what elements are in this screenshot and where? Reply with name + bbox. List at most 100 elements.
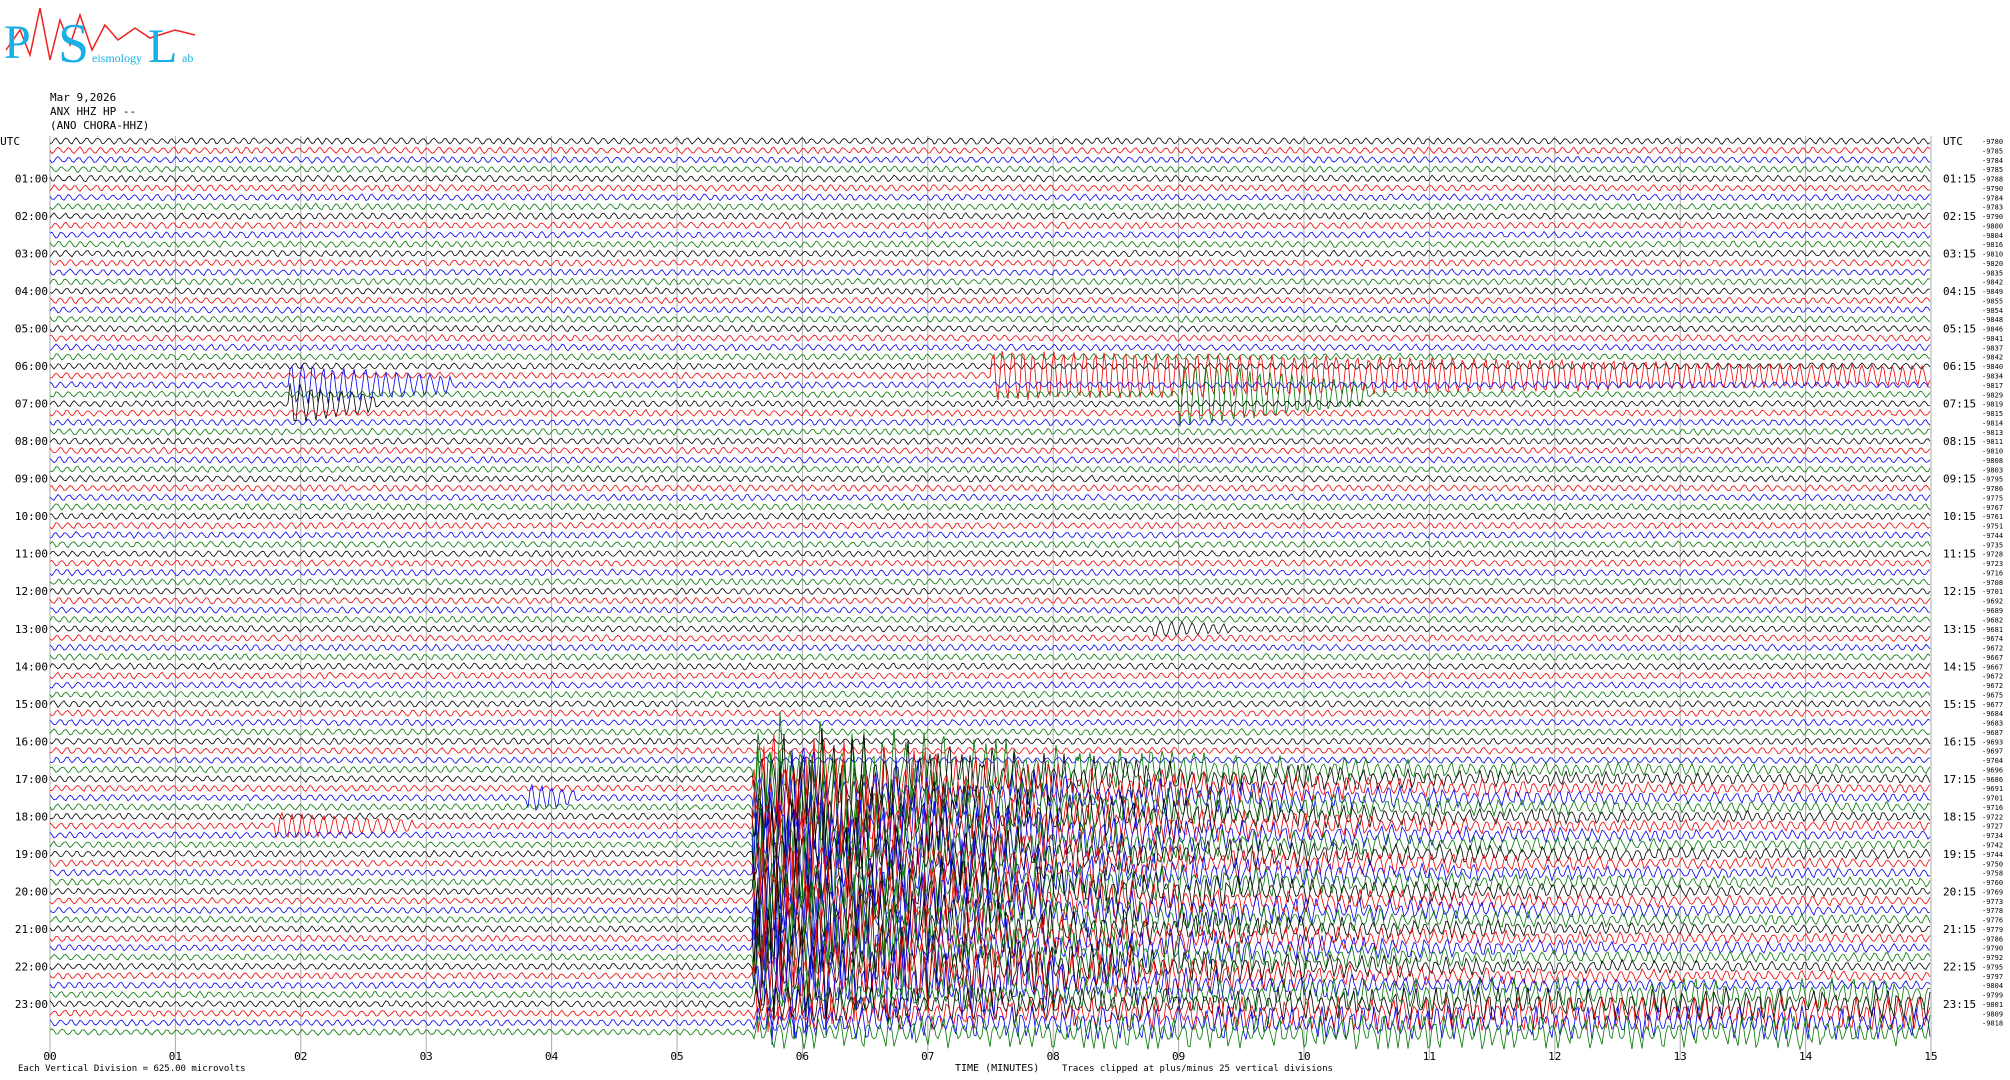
footer-scale: Each Vertical Division = 625.00 microvol… xyxy=(18,1064,246,1074)
trace-offset: -9846 xyxy=(1982,326,2003,334)
trace xyxy=(49,671,1931,680)
trace xyxy=(49,183,1931,192)
trace xyxy=(49,474,1931,483)
trace-offset: -9817 xyxy=(1982,382,2003,390)
trace xyxy=(49,615,1931,624)
trace xyxy=(49,333,1931,343)
x-tick-label: 04 xyxy=(545,1050,559,1063)
logo-letter: P xyxy=(4,16,31,69)
trace-offset: -9667 xyxy=(1982,654,2003,662)
trace xyxy=(49,986,1931,1022)
x-tick-label: 08 xyxy=(1047,1050,1060,1063)
trace-offset: -9697 xyxy=(1982,748,2003,756)
logo: P S L eismology ab xyxy=(4,7,196,75)
trace xyxy=(49,790,1931,887)
trace-offset: -9775 xyxy=(1982,494,2003,502)
trace xyxy=(49,136,1931,145)
trace xyxy=(49,643,1931,652)
trace xyxy=(49,427,1931,436)
trace-offset: -9808 xyxy=(1982,457,2003,465)
logo-letter: S xyxy=(58,13,89,75)
trace xyxy=(49,769,1931,884)
trace-offset: -9795 xyxy=(1982,476,2003,484)
hour-label: 07:00 xyxy=(15,398,48,411)
trace-offset: -9716 xyxy=(1982,569,2003,577)
trace-offset: -9778 xyxy=(1982,907,2003,915)
trace xyxy=(49,165,1931,174)
trace xyxy=(49,681,1931,690)
hour-label-right: 21:15 xyxy=(1943,923,1976,936)
x-tick-label: 00 xyxy=(43,1050,56,1063)
x-tick-label: 05 xyxy=(670,1050,683,1063)
trace xyxy=(49,756,1931,765)
trace xyxy=(49,350,1931,401)
trace xyxy=(49,727,1931,736)
trace xyxy=(49,652,1931,661)
logo-word: ab xyxy=(182,51,193,65)
hour-label-right: 15:15 xyxy=(1943,698,1976,711)
trace xyxy=(49,446,1931,455)
trace xyxy=(49,799,1931,913)
trace-offset: -9797 xyxy=(1982,973,2003,981)
trace xyxy=(49,363,1931,404)
hour-label: 13:00 xyxy=(15,623,48,636)
trace xyxy=(49,366,1931,427)
trace-offset: -9792 xyxy=(1982,954,2003,962)
hour-label-right: 16:15 xyxy=(1943,735,1976,748)
trace xyxy=(49,146,1931,155)
trace xyxy=(49,277,1931,286)
hour-label: 12:00 xyxy=(15,585,48,598)
trace xyxy=(49,865,1931,975)
hour-label-right: 07:15 xyxy=(1943,398,1976,411)
trace xyxy=(49,884,1931,996)
trace-offset: -9835 xyxy=(1982,269,2003,277)
trace xyxy=(49,840,1931,961)
hour-label: 17:00 xyxy=(15,773,48,786)
trace xyxy=(49,383,1931,423)
trace-offset: -9842 xyxy=(1982,354,2003,362)
trace xyxy=(49,812,1931,927)
trace-offset: -9744 xyxy=(1982,532,2003,540)
hour-label-right: 05:15 xyxy=(1943,323,1976,336)
x-tick-label: 12 xyxy=(1548,1050,1561,1063)
hour-label-right: 06:15 xyxy=(1943,360,1976,373)
trace xyxy=(49,718,1931,727)
trace xyxy=(49,929,1931,1045)
trace-offset: -9790 xyxy=(1982,213,2003,221)
hour-label-right: 14:15 xyxy=(1943,660,1976,673)
hour-label-right: 17:15 xyxy=(1943,773,1976,786)
trace-offset: -9728 xyxy=(1982,551,2003,559)
trace-offset: -9684 xyxy=(1982,710,2003,718)
trace-offset: -9785 xyxy=(1982,166,2003,174)
trace xyxy=(49,727,1931,837)
trace-offset: -9758 xyxy=(1982,870,2003,878)
trace xyxy=(49,530,1931,540)
trace-offset: -9820 xyxy=(1982,260,2003,268)
trace xyxy=(49,596,1931,605)
trace-offset: -9785 xyxy=(1982,147,2003,155)
trace-offset: -9704 xyxy=(1982,757,2003,765)
hour-label-right: UTC xyxy=(1943,135,1963,148)
trace xyxy=(49,502,1931,511)
trace xyxy=(49,995,1931,1031)
trace-offset: -9786 xyxy=(1982,485,2003,493)
trace xyxy=(49,324,1931,333)
hour-label: 06:00 xyxy=(15,360,48,373)
trace xyxy=(49,343,1931,352)
trace-offset: -9829 xyxy=(1982,391,2003,399)
trace-offset: -9854 xyxy=(1982,307,2003,315)
trace-offset: -9674 xyxy=(1982,635,2003,643)
footer-clip: Traces clipped at plus/minus 25 vertical… xyxy=(1062,1064,1333,1074)
x-axis-title: TIME (MINUTES) xyxy=(955,1063,1039,1074)
trace-offset: -9790 xyxy=(1982,945,2003,953)
trace-offset: -9675 xyxy=(1982,691,2003,699)
trace-offset: -9790 xyxy=(1982,185,2003,193)
trace-offset: -9837 xyxy=(1982,344,2003,352)
trace xyxy=(49,690,1931,699)
trace-offset: -9742 xyxy=(1982,842,2003,850)
trace-offset: -9784 xyxy=(1982,194,2003,202)
hour-label: 10:00 xyxy=(15,510,48,523)
hour-label: UTC xyxy=(0,135,20,148)
trace-offset: -9855 xyxy=(1982,297,2003,305)
trace xyxy=(49,711,1931,827)
